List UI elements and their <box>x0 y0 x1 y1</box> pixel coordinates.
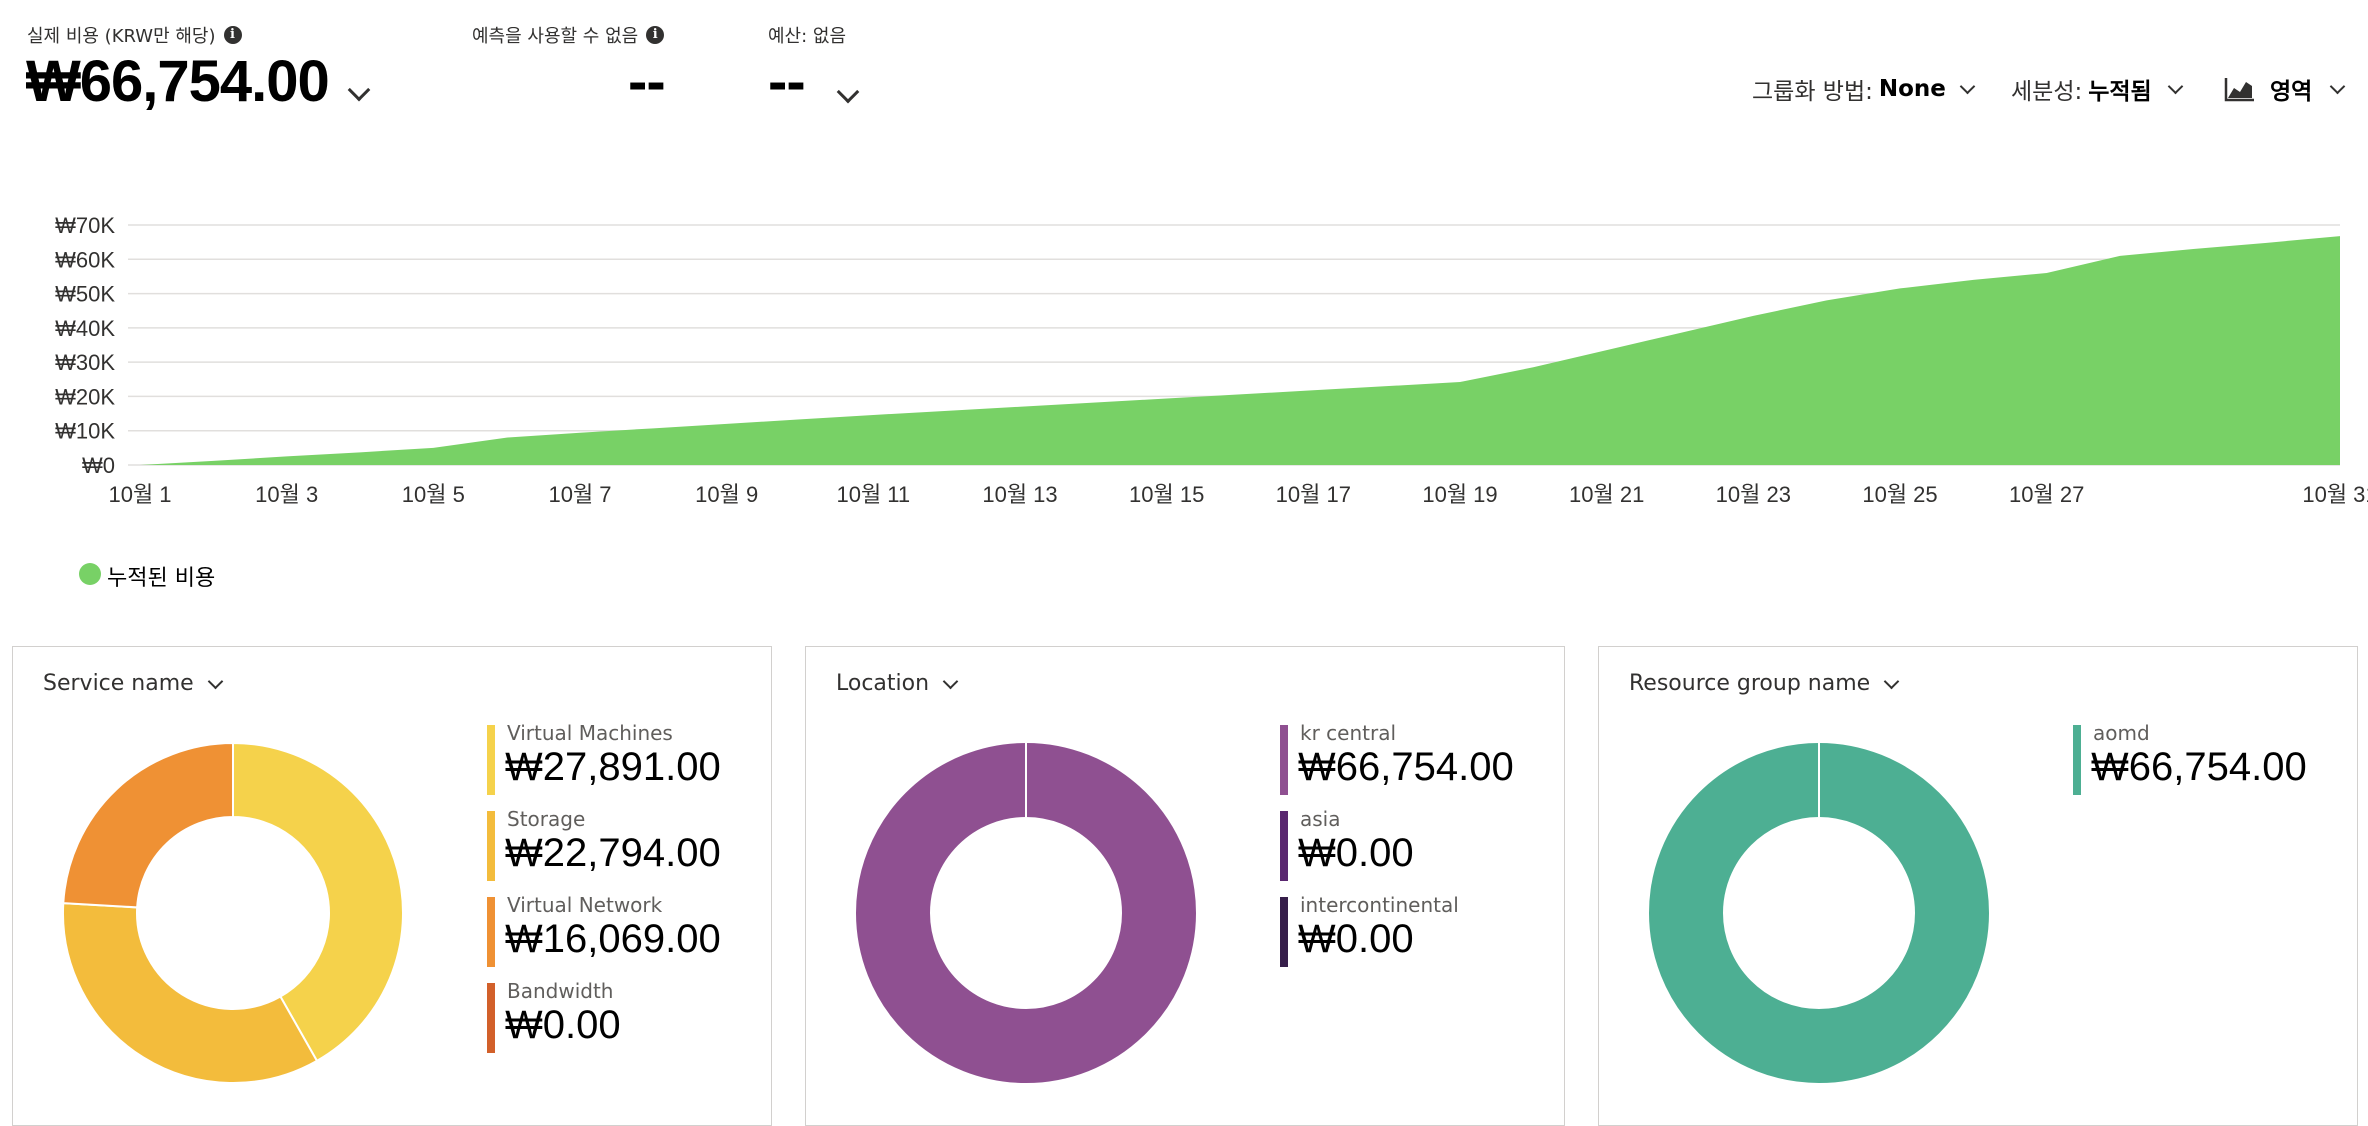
x-tick-label: 10월 25 <box>1862 482 1937 507</box>
legend-item-value: ₩0.00 <box>505 1003 621 1047</box>
legend-label: 누적된 비용 <box>107 566 216 591</box>
y-tick-label: ₩0 <box>82 453 115 478</box>
area-chart-icon <box>2224 78 2254 102</box>
x-tick-label: 10월 9 <box>695 482 758 507</box>
legend-item-name: Virtual Network <box>507 893 663 917</box>
groupby-dropdown[interactable]: 그룹화 방법: None <box>1752 72 1976 106</box>
x-tick-label: 10월 17 <box>1276 482 1351 507</box>
view-dropdown[interactable]: 영역 <box>2224 72 2346 106</box>
x-tick-label: 10월 31 <box>2302 482 2368 507</box>
actual-cost-label: 실제 비용 (KRW만 해당) i <box>27 22 242 48</box>
x-tick-label: 10월 7 <box>548 482 611 507</box>
forecast-label-text: 예측을 사용할 수 없음 <box>472 26 639 47</box>
x-tick-label: 10월 21 <box>1569 482 1644 507</box>
legend-item-name: Virtual Machines <box>507 721 673 745</box>
chevron-down-icon[interactable] <box>347 78 371 102</box>
granularity-dropdown[interactable]: 세분성: 누적됨 <box>2011 72 2183 106</box>
legend-item-value: ₩0.00 <box>1298 831 1414 875</box>
actual-cost-amount: ₩66,754.00 <box>26 49 330 114</box>
x-tick-label: 10월 11 <box>836 482 910 507</box>
legend-color-bar <box>487 725 495 795</box>
location-dropdown[interactable]: Location <box>836 671 959 696</box>
legend-item-name: Bandwidth <box>507 979 614 1003</box>
x-tick-label: 10월 13 <box>982 482 1057 507</box>
location-card: Location kr central ₩66,754.00 asia ₩0.00 in… <box>805 646 1565 1126</box>
donut-slice[interactable] <box>1649 743 1989 1083</box>
legend-item-value: ₩66,754.00 <box>2091 745 2307 789</box>
series-area[interactable] <box>140 236 2340 465</box>
x-tick-label: 10월 27 <box>2009 482 2084 507</box>
cumulative-cost-area-chart: ₩0 ₩10K ₩20K ₩30K ₩40K ₩50K ₩60K ₩70K 10월 1 10월 … <box>55 213 2368 507</box>
forecast-value: -- <box>628 49 666 114</box>
resource-group-donut <box>1649 743 1989 1083</box>
donut-slice[interactable] <box>856 743 1196 1083</box>
y-tick-label: ₩30K <box>55 350 115 375</box>
resource-group-card: Resource group name aomd ₩66,754.00 <box>1598 646 2358 1126</box>
y-tick-label: ₩10K <box>55 419 115 444</box>
x-tick-label: 10월 15 <box>1129 482 1204 507</box>
budget-label: 예산: 없음 <box>768 22 846 48</box>
budget-value: -- <box>768 49 806 114</box>
legend-item-value: ₩16,069.00 <box>505 917 721 961</box>
y-tick-label: ₩50K <box>55 282 115 307</box>
legend-swatch <box>79 563 101 585</box>
x-tick-label: 10월 23 <box>1716 482 1791 507</box>
chevron-down-icon <box>942 673 959 690</box>
budget-label-text: 예산: 없음 <box>768 26 847 47</box>
legend-color-bar <box>487 897 495 967</box>
service-name-donut <box>63 743 403 1083</box>
actual-cost-label-text: 실제 비용 (KRW만 해당) <box>27 26 216 47</box>
legend-color-bar <box>1280 725 1288 795</box>
info-icon[interactable]: i <box>646 26 665 44</box>
legend-item-name: Storage <box>507 807 586 831</box>
donut-slice[interactable] <box>232 743 403 1063</box>
legend-color-bar <box>2073 725 2081 795</box>
legend-item-value: ₩0.00 <box>1298 917 1414 961</box>
legend-color-bar <box>487 811 495 881</box>
chevron-down-icon <box>2167 78 2183 94</box>
donut-slice[interactable] <box>63 743 234 909</box>
x-tick-label: 10월 5 <box>402 482 465 507</box>
legend-color-bar <box>1280 811 1288 881</box>
view-value: 영역 <box>2270 79 2313 105</box>
actual-cost-value: ₩66,754.00 <box>26 48 330 115</box>
granularity-value: 누적됨 <box>2088 79 2152 105</box>
legend-item-value: ₩27,891.00 <box>505 745 721 789</box>
card-title: Location <box>836 671 930 696</box>
card-title: Service name <box>43 671 194 696</box>
chevron-down-icon <box>1959 78 1976 94</box>
donut-slice[interactable] <box>63 902 319 1083</box>
x-tick-label: 10월 3 <box>255 482 318 507</box>
service-name-card: Service name Virtual Machines ₩27,891.00 S… <box>12 646 772 1126</box>
forecast-label: 예측을 사용할 수 없음 i <box>472 22 665 48</box>
legend-item-name: kr central <box>1300 721 1397 745</box>
legend-item-value: ₩66,754.00 <box>1298 745 1514 789</box>
y-tick-label: ₩20K <box>55 384 115 409</box>
card-title: Resource group name <box>1629 671 1871 696</box>
location-donut <box>856 743 1196 1083</box>
y-tick-label: ₩60K <box>55 247 115 272</box>
x-tick-label: 10월 1 <box>108 482 171 507</box>
granularity-label: 세분성: <box>2011 79 2083 105</box>
service-name-dropdown[interactable]: Service name <box>43 671 223 696</box>
y-tick-label: ₩70K <box>55 213 115 238</box>
legend-item-name: intercontinental <box>1300 893 1459 917</box>
y-tick-label: ₩40K <box>55 316 115 341</box>
legend-color-bar <box>487 983 495 1053</box>
legend-color-bar <box>1280 897 1288 967</box>
chevron-down-icon <box>207 673 223 690</box>
x-tick-label: 10월 19 <box>1422 482 1497 507</box>
legend-item-name: asia <box>1300 807 1341 831</box>
chevron-down-icon[interactable] <box>836 80 860 104</box>
resource-group-dropdown[interactable]: Resource group name <box>1629 671 1900 696</box>
groupby-label: 그룹화 방법: <box>1752 79 1873 105</box>
groupby-value: None <box>1878 76 1946 102</box>
chevron-down-icon <box>2330 78 2346 94</box>
chevron-down-icon <box>1883 673 1900 690</box>
legend-item-value: ₩22,794.00 <box>505 831 721 875</box>
legend-item-name: aomd <box>2093 721 2150 745</box>
info-icon[interactable]: i <box>223 26 242 44</box>
